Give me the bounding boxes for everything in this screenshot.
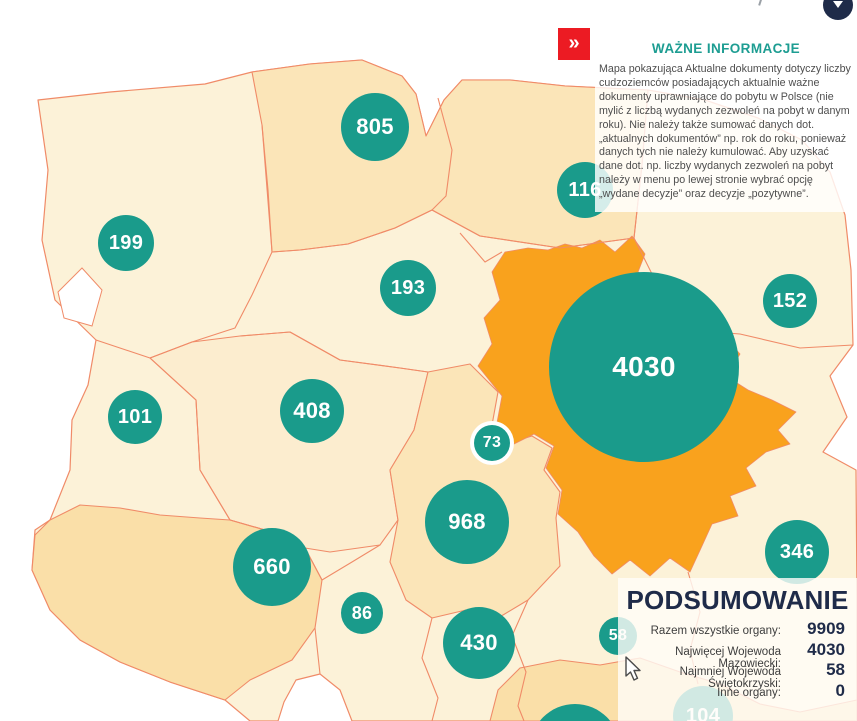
summary-row-label: Najwięcej Wojewoda Mazowiecki: xyxy=(675,645,781,670)
summary-row-label: Najmniej Wojewoda Świętokrzyski: xyxy=(679,666,781,690)
summary-row-value: 58 xyxy=(826,660,845,679)
map-bubble-101[interactable]: 101 xyxy=(108,390,162,444)
summary-row: Inne organy: 0 xyxy=(618,681,857,702)
summary-row-value: 9909 xyxy=(807,619,845,638)
map-bubble-805[interactable]: 805 xyxy=(341,93,409,161)
map-bubble-660[interactable]: 660 xyxy=(233,528,311,606)
map-bubble-968[interactable]: 968 xyxy=(425,480,509,564)
map-bubble-4030[interactable]: 4030 xyxy=(549,272,739,462)
summary-row-label: Razem wszystkie organy: xyxy=(650,625,781,637)
summary-panel-title: PODSUMOWANIE xyxy=(626,585,849,615)
info-panel-body: Mapa pokazująca Aktualne dokumenty dotyc… xyxy=(599,63,851,201)
map-bubble-152[interactable]: 152 xyxy=(763,274,817,328)
double-chevron-right-icon: » xyxy=(568,31,580,54)
map-bubble-346[interactable]: 346 xyxy=(765,520,829,584)
summary-row-value: 0 xyxy=(835,680,845,700)
summary-panel: PODSUMOWANIE Razem wszystkie organy: 9909… xyxy=(618,578,857,721)
info-panel: WAŻNE INFORMACJE Mapa pokazująca Aktualn… xyxy=(595,31,857,212)
map-bubble-73[interactable]: 73 xyxy=(474,425,510,461)
summary-rows: Razem wszystkie organy: 9909 Najwięcej Woj… xyxy=(618,619,857,701)
map-bubble-193[interactable]: 193 xyxy=(380,260,436,316)
map-bubble-408[interactable]: 408 xyxy=(280,379,344,443)
summary-row: Najwięcej Wojewoda Mazowiecki: 4030 xyxy=(618,639,857,670)
help-icon-notch xyxy=(833,1,843,8)
map-bubble-86[interactable]: 86 xyxy=(341,592,383,634)
summary-row: Razem wszystkie organy: 9909 xyxy=(618,619,857,640)
map-bubble-199[interactable]: 199 xyxy=(98,215,154,271)
summary-row-value: 4030 xyxy=(807,639,845,659)
collapse-panel-button[interactable]: » xyxy=(558,28,590,60)
map-bubble-430[interactable]: 430 xyxy=(443,607,515,679)
info-panel-title: WAŻNE INFORMACJE xyxy=(651,41,801,56)
summary-row-label: Inne organy: xyxy=(717,686,781,699)
szczecin-lagoon xyxy=(57,267,103,327)
summary-row: Najmniej Wojewoda Świętokrzyski: 58 xyxy=(618,660,857,690)
help-icon[interactable] xyxy=(823,0,853,20)
mouse-cursor xyxy=(625,656,641,681)
